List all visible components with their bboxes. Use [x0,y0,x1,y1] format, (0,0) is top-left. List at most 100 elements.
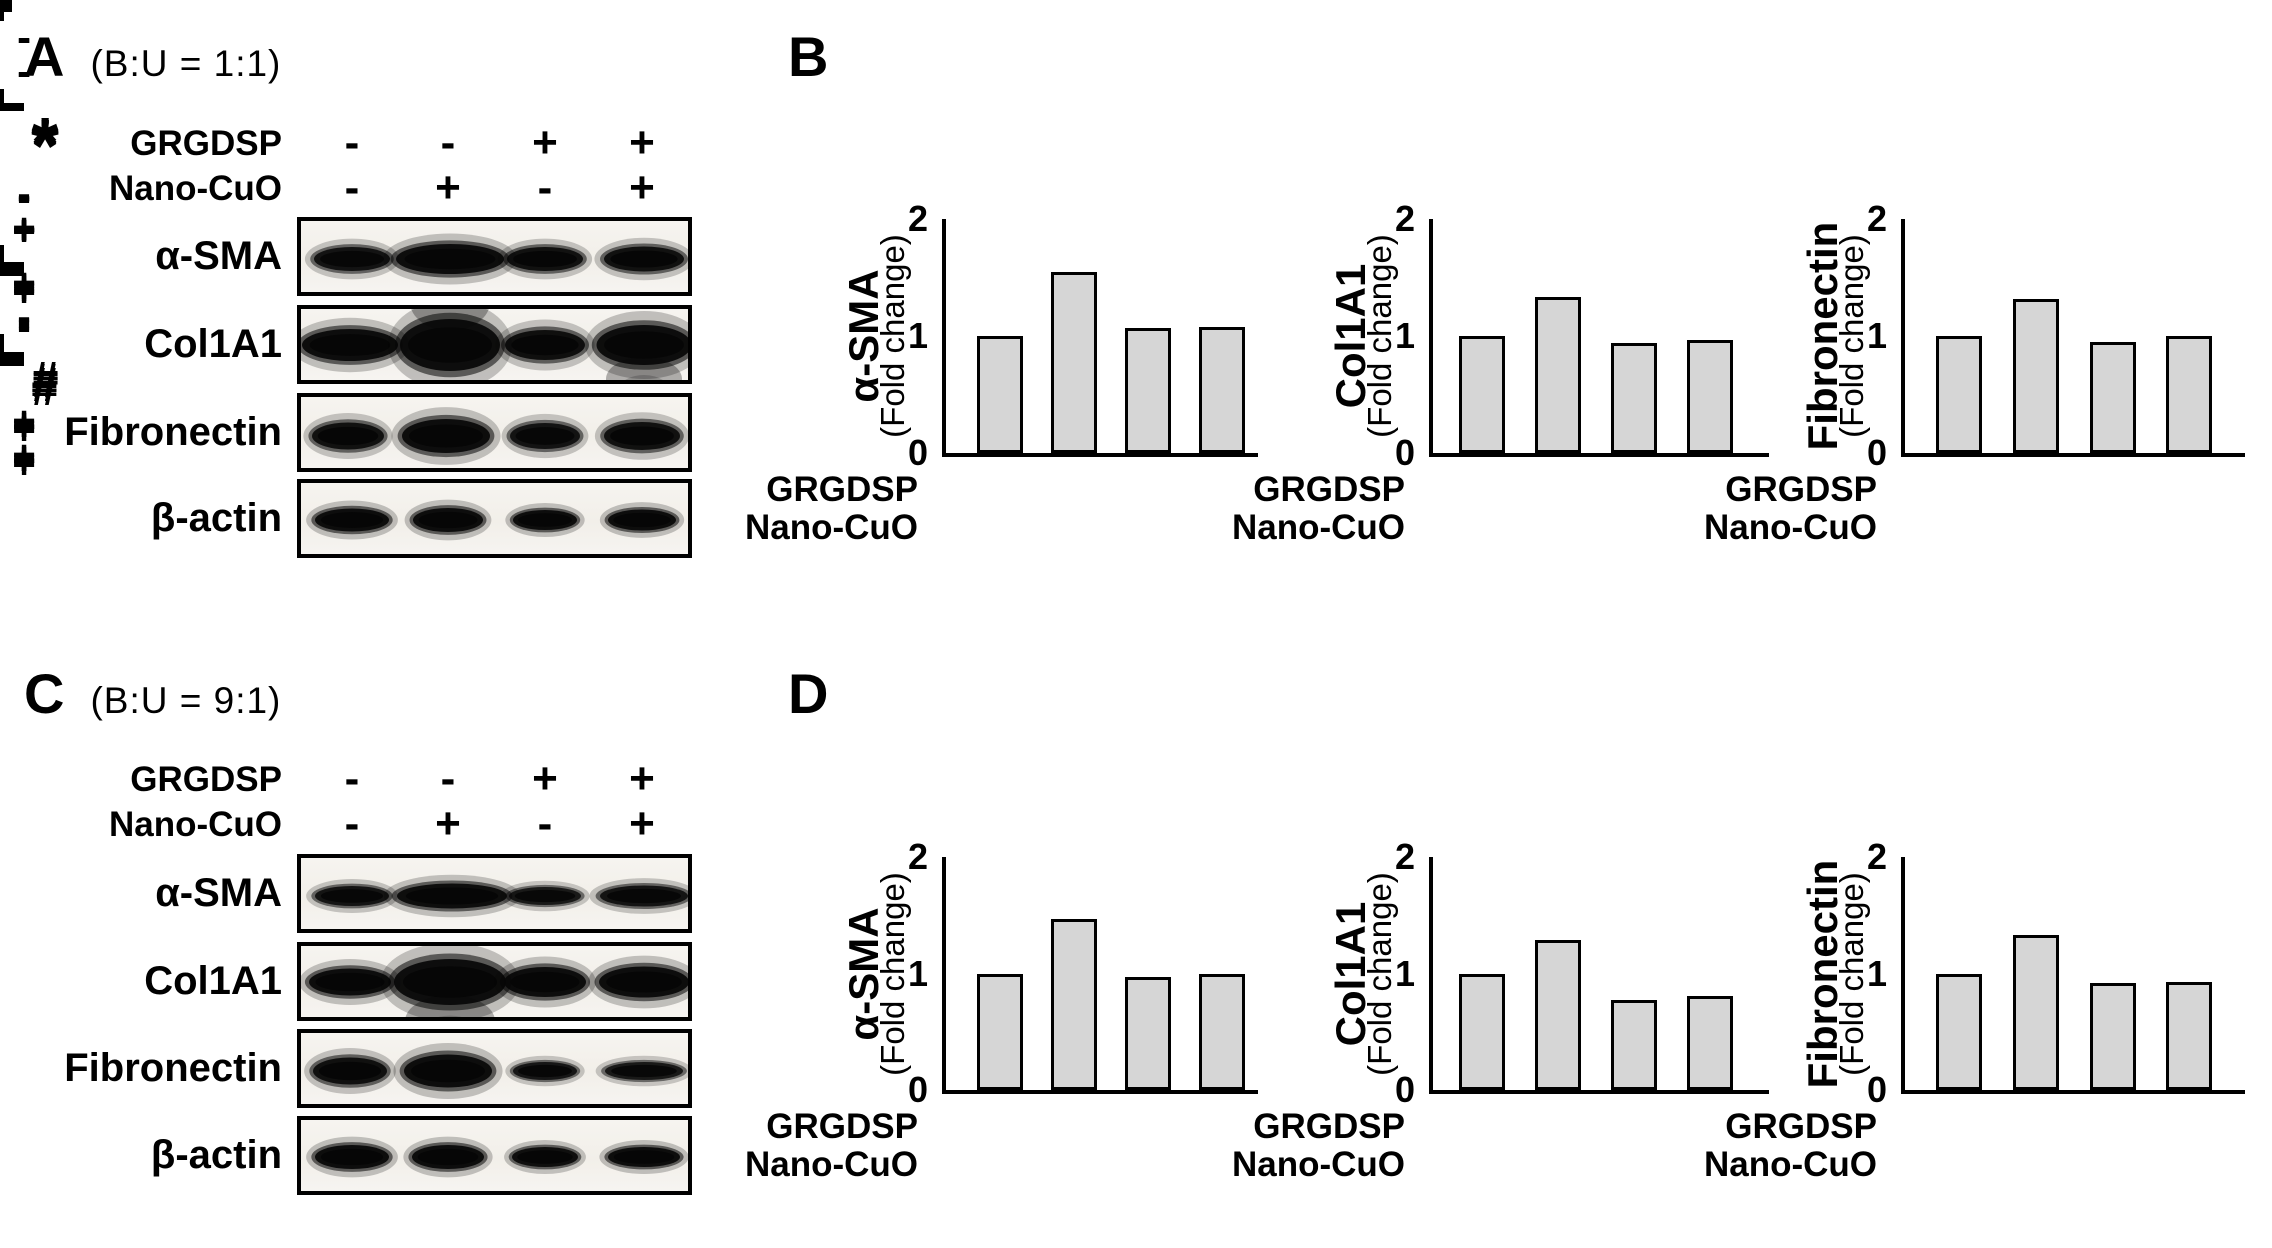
blot-bands [306,499,685,541]
x-tick-mark [0,89,4,98]
x-tick-mark [0,339,4,349]
x-row-label-nanocuo: Nano-CuO [744,508,918,547]
error-bar-cap [0,358,24,363]
western-blot-fibronectin [297,1029,692,1108]
blot-bands [303,407,688,465]
treatment-sign: - [344,163,360,212]
bar [2013,298,2059,453]
treatment-sign: + [12,433,36,478]
treatment-sign: - [17,176,31,221]
x-tick-mark [0,12,4,21]
y-tick-label: 2 [907,198,928,239]
significance-marker: # [31,353,59,407]
treatment-sign: - [17,174,31,219]
error-bar [0,98,4,105]
panel-a-header: A (B:U = 1:1) [24,24,281,89]
x-tick-mark [0,89,4,98]
y-tick-label: 0 [1394,1069,1415,1110]
y-tick-label: 1 [1394,952,1415,994]
blot-label-col1a1: Col1A1 [144,322,282,366]
treatment-sign: - [537,163,553,212]
y-tick-mark [0,8,12,12]
x-tick-mark [0,12,4,21]
blot-bands [301,309,688,380]
treatment-sign: + [12,261,36,306]
treatment-label-grgdsp: GRGDSP [130,760,282,799]
treatment-sign: + [12,266,36,311]
western-blot-bactin [297,479,692,558]
treatment-sign: - [17,50,31,94]
error-bar [0,98,4,103]
significance-marker: * [31,105,59,184]
x-row-label-grgdsp: GRGDSP [766,470,918,509]
treatment-sign: + [12,408,36,453]
x-tick-mark [0,89,4,98]
blot-bands [304,1042,688,1100]
x-row-label-grgdsp: GRGDSP [1725,470,1877,509]
treatment-sign: - [17,50,31,94]
treatment-signs-grgdsp: - - + + [297,118,692,167]
treatment-sign: + [12,405,36,450]
error-bar-cap [0,265,24,270]
bar [1687,339,1733,453]
y-axis-units-label: (Fold change) [1833,871,1870,1076]
treatment-sign: + [435,163,461,212]
y-axis-title: α-SMA [840,906,887,1041]
blot-row-col1a1: Col1A1 [0,942,760,1021]
y-tick-label: 2 [1394,836,1415,877]
error-bar-cap [0,104,24,109]
x-tick-mark [0,337,4,347]
treatment-sign: - [17,50,31,94]
treatment-sign: - [17,298,31,343]
x-row-label-grgdsp: GRGDSP [1253,470,1405,509]
treatment-label-nanocuo: Nano-CuO [108,805,282,844]
treatment-sign: + [12,439,36,484]
bar [1459,336,1505,453]
x-tick-mark [0,333,4,343]
error-bar [0,255,4,268]
plot-area [1901,857,2245,1094]
treatment-sign: - [17,16,31,60]
error-bar [0,343,4,353]
error-bar [0,342,4,355]
treatment-sign: - [537,799,553,848]
treatment-signs-nanocuo: - + - + [297,163,692,212]
error-bar [0,346,4,359]
treatment-sign: + [12,442,36,487]
y-tick-mark [0,4,12,8]
treatment-sign: + [532,118,558,167]
error-bar-cap [0,357,24,362]
treatment-sign: + [12,271,36,316]
bar [1051,271,1097,453]
y-tick-label: 1 [907,315,928,356]
y-tick-mark [0,0,12,4]
y-axis-title: α-SMA [840,269,887,403]
x-row-label-nanocuo: Nano-CuO [1231,508,1405,547]
treatment-sign: + [12,399,36,444]
bar [1199,973,1245,1090]
treatment-sign: + [12,260,36,305]
treatment-sign: - [17,50,31,94]
x-tick-mark [0,12,4,21]
plot-area [1429,857,1769,1094]
blot-row-asma: α-SMA [0,217,760,296]
bar [1535,939,1581,1090]
error-bar [0,351,4,362]
bar [2166,336,2212,453]
panel-d-letter: D [788,662,829,725]
treatment-sign: - [17,295,31,340]
y-axis-title: Col1A1 [1327,901,1374,1046]
y-tick-label: 1 [907,952,928,994]
x-tick-mark [0,89,4,98]
treatment-row-grgdsp: GRGDSP - - + + [0,757,760,802]
western-blot-col1a1 [297,305,692,384]
significance-marker: * [31,105,59,184]
x-row-label-nanocuo: Nano-CuO [1231,1145,1405,1184]
bar [977,973,1023,1090]
y-tick-mark [0,4,12,8]
treatment-sign: - [17,175,31,220]
